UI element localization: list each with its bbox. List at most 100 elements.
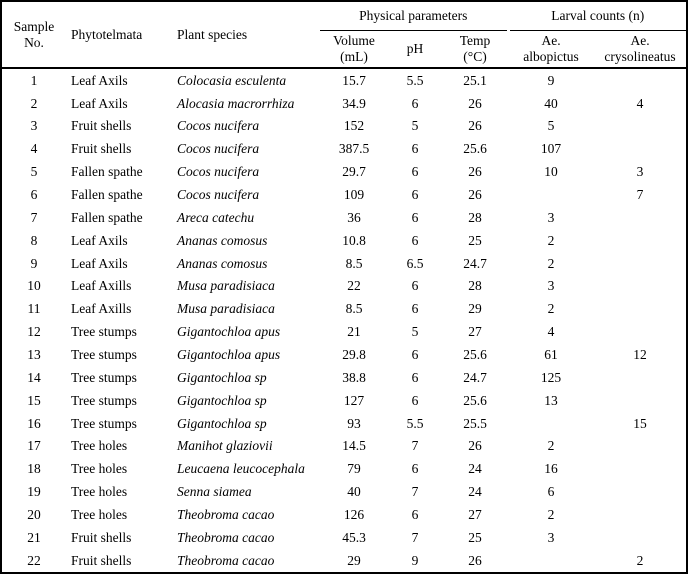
table-row: 17 Tree holes Manihot glaziovii 14.5 7 2… [2, 435, 686, 458]
cell-phytotelmata: Leaf Axills [71, 278, 132, 294]
col-header-volume: Volume (mL) [320, 30, 388, 69]
cell-plant-species: Theobroma cacao [177, 529, 275, 545]
cell-volume: 29.8 [342, 347, 366, 363]
cell-phytotelmata: Tree stumps [71, 369, 137, 385]
cell-plant-species: Cocos nucifera [177, 118, 260, 134]
cell-temp: 25.6 [463, 392, 487, 408]
table-row: 20 Tree holes Theobroma cacao 126 6 27 2 [2, 503, 686, 526]
cell-temp: 28 [468, 278, 482, 294]
cell-ae-albopictus: 107 [540, 141, 562, 157]
table-row: 6 Fallen spathe Cocos nucifera 109 6 26 … [2, 183, 686, 206]
cell-volume: 8.5 [345, 301, 363, 317]
col-header-phytotelmata: Phytotelmata [66, 2, 172, 69]
group-header-physical-parameters: Physical parameters [320, 2, 510, 31]
cell-volume: 38.8 [342, 369, 366, 385]
table-row: 1 Leaf Axils Colocasia esculenta 15.7 5.… [2, 68, 686, 92]
col-header-ae-crysolineatus: Ae. crysolineatus [594, 30, 687, 69]
cell-sample-no: 6 [30, 187, 38, 202]
table-row: 5 Fallen spathe Cocos nucifera 29.7 6 26… [2, 160, 686, 183]
cell-ae-albopictus: 2 [547, 255, 555, 271]
cell-ae-albopictus: 10 [544, 164, 558, 180]
cell-volume: 93 [347, 415, 361, 431]
cell-sample-no: 16 [27, 415, 41, 431]
table-row: 11 Leaf Axills Musa paradisiaca 8.5 6 29… [2, 298, 686, 321]
table-row: 10 Leaf Axills Musa paradisiaca 22 6 28 … [2, 275, 686, 298]
cell-temp: 24.7 [463, 255, 487, 271]
col-header-ae-albopictus: Ae. albopictus [508, 30, 595, 69]
cell-sample-no: 5 [30, 164, 38, 180]
cell-plant-species: Colocasia esculenta [177, 72, 287, 88]
cell-temp: 25 [468, 529, 482, 545]
cell-ae-crysolineatus [594, 366, 686, 389]
cell-ae-crysolineatus [594, 68, 686, 92]
cell-plant-species: Gigantochloa sp [177, 369, 267, 385]
cell-plant-species: Gigantochloa apus [177, 324, 281, 340]
cell-plant-species: Theobroma cacao [177, 552, 275, 568]
cell-ae-crysolineatus [594, 389, 686, 412]
cell-ph: 6 [411, 141, 419, 157]
cell-plant-species: Cocos nucifera [177, 164, 260, 180]
cell-plant-species: Senna siamea [177, 484, 252, 500]
cell-ph: 5 [411, 118, 419, 134]
cell-temp: 25 [468, 232, 482, 248]
cell-volume: 387.5 [338, 141, 370, 157]
table-row: 19 Tree holes Senna siamea 40 7 24 6 [2, 481, 686, 504]
cell-sample-no: 20 [27, 507, 41, 523]
cell-sample-no: 18 [27, 461, 41, 477]
cell-sample-no: 15 [27, 392, 41, 408]
cell-ph: 6 [411, 507, 419, 523]
cell-sample-no: 1 [30, 72, 38, 88]
table-row: 22 Fruit shells Theobroma cacao 29 9 26 … [2, 549, 686, 572]
cell-volume: 109 [343, 187, 365, 202]
cell-ph: 6 [411, 461, 419, 477]
cell-volume: 29 [347, 552, 361, 568]
cell-ae-albopictus [508, 412, 594, 435]
cell-volume: 79 [347, 461, 361, 477]
cell-plant-species: Gigantochloa sp [177, 415, 267, 431]
cell-temp: 24 [468, 461, 482, 477]
cell-ae-crysolineatus: 12 [633, 347, 647, 363]
cell-sample-no: 11 [27, 301, 41, 317]
col-header-ph: pH [388, 30, 442, 69]
cell-phytotelmata: Tree stumps [71, 392, 137, 408]
cell-ph: 9 [411, 552, 419, 568]
cell-ph: 6 [411, 164, 419, 180]
cell-plant-species: Musa paradisiaca [177, 278, 275, 294]
cell-ae-albopictus: 2 [547, 301, 555, 317]
cell-plant-species: Ananas comosus [177, 255, 268, 271]
cell-plant-species: Gigantochloa apus [177, 347, 281, 363]
cell-temp: 25.1 [463, 72, 487, 88]
cell-sample-no: 22 [27, 552, 41, 568]
cell-ph: 5.5 [406, 72, 424, 88]
table-row: 21 Fruit shells Theobroma cacao 45.3 7 2… [2, 526, 686, 549]
cell-ae-albopictus: 125 [540, 369, 562, 385]
cell-sample-no: 12 [27, 324, 41, 340]
cell-ae-crysolineatus [594, 138, 686, 161]
cell-temp: 25.6 [463, 141, 487, 157]
cell-temp: 24.7 [463, 369, 487, 385]
cell-ph: 7 [411, 529, 419, 545]
cell-temp: 25.5 [463, 415, 487, 431]
cell-temp: 26 [468, 95, 482, 111]
table-row: 3 Fruit shells Cocos nucifera 152 5 26 5 [2, 115, 686, 138]
cell-phytotelmata: Tree holes [71, 438, 128, 454]
cell-ph: 6 [411, 278, 419, 294]
table-row: 8 Leaf Axils Ananas comosus 10.8 6 25 2 [2, 229, 686, 252]
cell-phytotelmata: Fruit shells [71, 529, 132, 545]
col-header-sample-no-line2: No. [24, 34, 44, 50]
cell-ph: 6 [411, 209, 419, 225]
cell-temp: 29 [468, 301, 482, 317]
cell-ae-crysolineatus [594, 503, 686, 526]
cell-volume: 34.9 [342, 95, 366, 111]
cell-phytotelmata: Tree stumps [71, 347, 137, 363]
cell-plant-species: Cocos nucifera [177, 187, 260, 202]
cell-sample-no: 21 [27, 529, 41, 545]
cell-ae-crysolineatus: 7 [636, 187, 644, 202]
cell-ae-crysolineatus [594, 275, 686, 298]
cell-phytotelmata: Leaf Axils [71, 232, 128, 248]
cell-phytotelmata: Leaf Axils [71, 95, 128, 111]
cell-temp: 26 [468, 552, 482, 568]
cell-temp: 26 [468, 187, 482, 202]
cell-ph: 6 [411, 369, 419, 385]
cell-sample-no: 13 [27, 347, 41, 363]
